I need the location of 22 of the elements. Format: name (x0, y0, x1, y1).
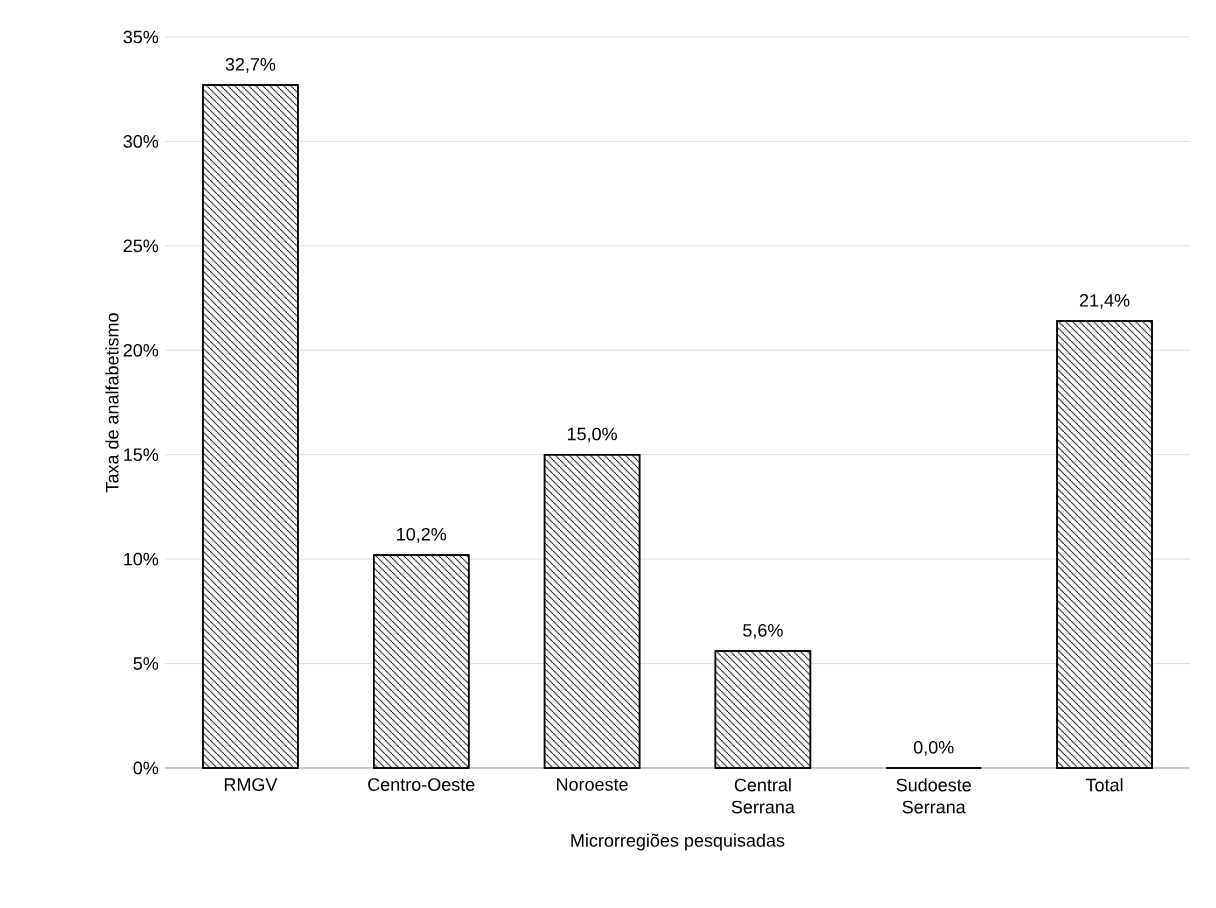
x-tick-label: Central Serrana (731, 778, 795, 814)
data-label: 10,2% (397, 527, 447, 543)
y-axis-title: Taxa de analfabetismo (105, 313, 119, 493)
y-tick-label: 10% (124, 552, 159, 566)
x-tick-label: Noroeste (557, 778, 628, 791)
x-axis-title: Microrregiões pesquisadas (571, 833, 785, 851)
data-label: 5,6% (743, 623, 783, 639)
data-label: 0,0% (913, 740, 954, 756)
x-tick-label: Centro-Oeste (368, 778, 475, 791)
x-tick-label: RMGV (224, 778, 278, 791)
y-tick-label: 20% (123, 343, 159, 357)
y-tick-label: 0% (133, 761, 159, 775)
y-tick-label: 35% (123, 30, 159, 44)
y-tick-label: 30% (123, 135, 159, 148)
y-tick-label: 5% (133, 657, 159, 670)
x-tick-label: Sudoeste Serrana (896, 778, 971, 814)
y-tick-label: 25% (123, 239, 159, 253)
data-label: 32,7% (225, 57, 276, 73)
x-tick-label: Total (1085, 778, 1123, 792)
data-label: 15,0% (567, 427, 617, 443)
y-tick-label: 15% (124, 448, 159, 462)
data-label: 21,4% (1079, 293, 1130, 309)
